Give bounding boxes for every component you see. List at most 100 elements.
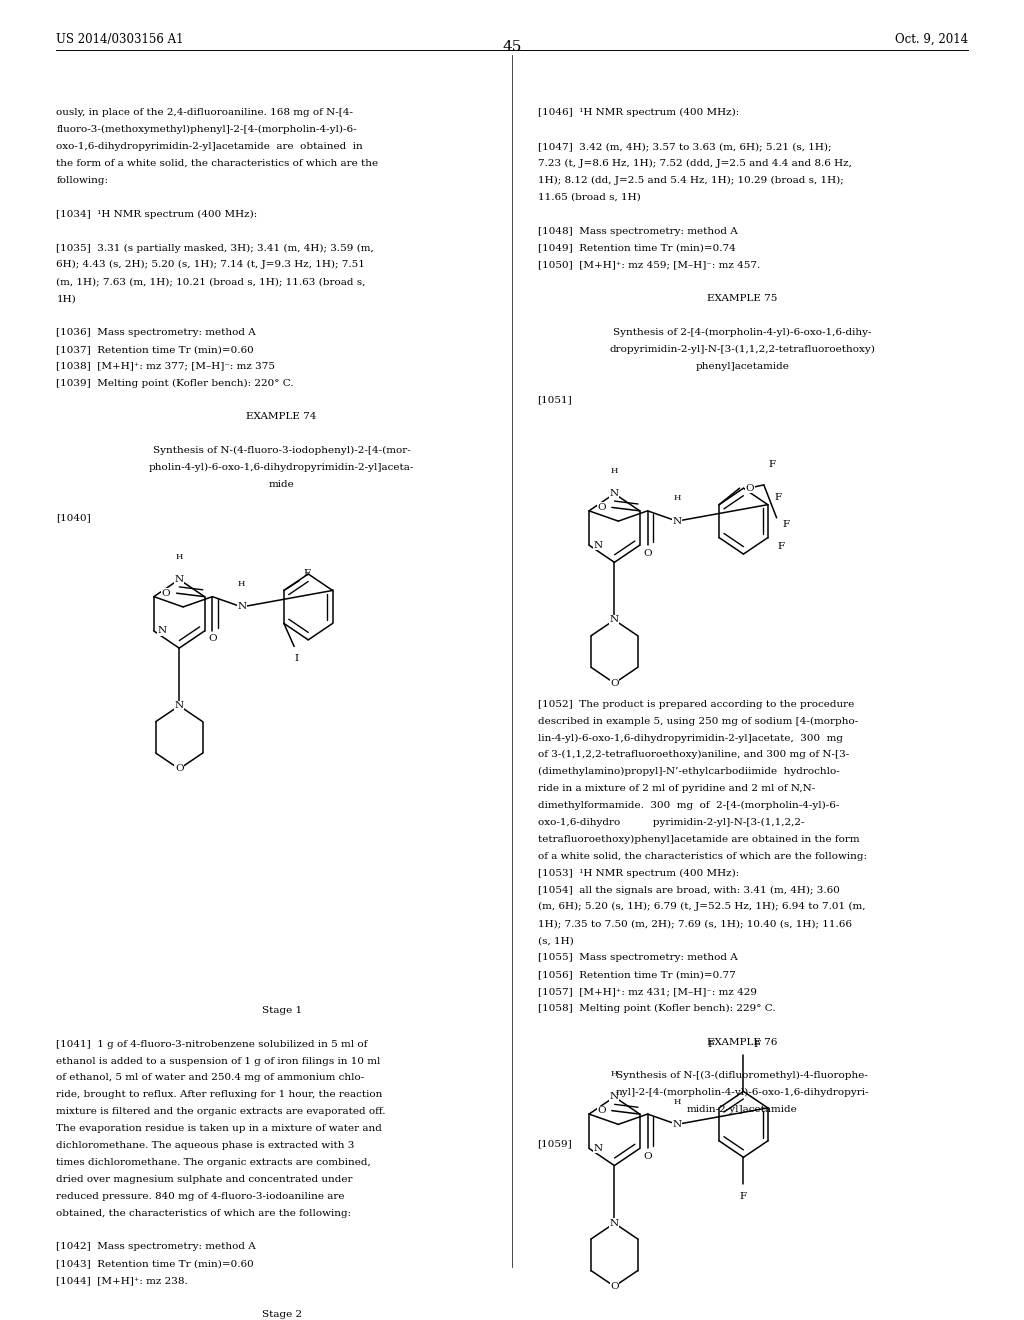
Text: Stage 2: Stage 2	[261, 1309, 302, 1319]
Text: O: O	[643, 549, 652, 557]
Text: midin-2-yl]acetamide: midin-2-yl]acetamide	[687, 1105, 798, 1114]
Text: Synthesis of N-[(3-(difluoromethyl)-4-fluorophe-: Synthesis of N-[(3-(difluoromethyl)-4-fl…	[616, 1072, 868, 1081]
Text: The evaporation residue is taken up in a mixture of water and: The evaporation residue is taken up in a…	[56, 1125, 382, 1133]
Text: of ethanol, 5 ml of water and 250.4 mg of ammonium chlo-: of ethanol, 5 ml of water and 250.4 mg o…	[56, 1073, 365, 1082]
Text: ethanol is added to a suspension of 1 g of iron filings in 10 ml: ethanol is added to a suspension of 1 g …	[56, 1056, 381, 1065]
Text: H: H	[610, 467, 618, 475]
Text: H: H	[175, 553, 183, 561]
Text: N: N	[610, 1093, 618, 1101]
Text: dried over magnesium sulphate and concentrated under: dried over magnesium sulphate and concen…	[56, 1175, 353, 1184]
Text: N: N	[238, 602, 246, 611]
Text: I: I	[294, 655, 298, 664]
Text: (dimethylamino)propyl]-N’-ethylcarbodiimide  hydrochlo-: (dimethylamino)propyl]-N’-ethylcarbodiim…	[538, 767, 840, 776]
Text: [1052]  The product is prepared according to the procedure: [1052] The product is prepared according…	[538, 700, 854, 709]
Text: phenyl]acetamide: phenyl]acetamide	[695, 362, 790, 371]
Text: N: N	[673, 516, 681, 525]
Text: [1048]  Mass spectrometry: method A: [1048] Mass spectrometry: method A	[538, 227, 737, 235]
Text: ride, brought to reflux. After refluxing for 1 hour, the reaction: ride, brought to reflux. After refluxing…	[56, 1090, 383, 1100]
Text: H: H	[610, 1071, 618, 1078]
Text: 1H); 7.35 to 7.50 (m, 2H); 7.69 (s, 1H); 10.40 (s, 1H); 11.66: 1H); 7.35 to 7.50 (m, 2H); 7.69 (s, 1H);…	[538, 919, 852, 928]
Text: ously, in place of the 2,4-difluoroaniline. 168 mg of N-[4-: ously, in place of the 2,4-difluoroanili…	[56, 108, 353, 117]
Text: Synthesis of 2-[4-(morpholin-4-yl)-6-oxo-1,6-dihy-: Synthesis of 2-[4-(morpholin-4-yl)-6-oxo…	[613, 327, 871, 337]
Text: F: F	[774, 492, 781, 502]
Text: tetrafluoroethoxy)phenyl]acetamide are obtained in the form: tetrafluoroethoxy)phenyl]acetamide are o…	[538, 834, 859, 843]
Text: [1059]: [1059]	[538, 1139, 572, 1148]
Text: the form of a white solid, the characteristics of which are the: the form of a white solid, the character…	[56, 158, 379, 168]
Text: mixture is filtered and the organic extracts are evaporated off.: mixture is filtered and the organic extr…	[56, 1107, 386, 1117]
Text: [1054]  all the signals are broad, with: 3.41 (m, 4H); 3.60: [1054] all the signals are broad, with: …	[538, 886, 840, 895]
Text: following:: following:	[56, 176, 109, 185]
Text: EXAMPLE 75: EXAMPLE 75	[708, 294, 777, 304]
Text: oxo-1,6-dihydropyrimidin-2-yl]acetamide  are  obtained  in: oxo-1,6-dihydropyrimidin-2-yl]acetamide …	[56, 143, 364, 150]
Text: pholin-4-yl)-6-oxo-1,6-dihydropyrimidin-2-yl]aceta-: pholin-4-yl)-6-oxo-1,6-dihydropyrimidin-…	[148, 463, 415, 473]
Text: H: H	[673, 1097, 681, 1106]
Text: dichloromethane. The aqueous phase is extracted with 3: dichloromethane. The aqueous phase is ex…	[56, 1140, 354, 1150]
Text: O: O	[597, 1106, 605, 1115]
Text: [1047]  3.42 (m, 4H); 3.57 to 3.63 (m, 6H); 5.21 (s, 1H);: [1047] 3.42 (m, 4H); 3.57 to 3.63 (m, 6H…	[538, 143, 831, 150]
Text: (m, 1H); 7.63 (m, 1H); 10.21 (broad s, 1H); 11.63 (broad s,: (m, 1H); 7.63 (m, 1H); 10.21 (broad s, 1…	[56, 277, 366, 286]
Text: 1H); 8.12 (dd, J=2.5 and 5.4 Hz, 1H); 10.29 (broad s, 1H);: 1H); 8.12 (dd, J=2.5 and 5.4 Hz, 1H); 10…	[538, 176, 844, 185]
Text: O: O	[745, 483, 755, 492]
Text: O: O	[175, 764, 183, 774]
Text: N: N	[593, 1144, 602, 1152]
Text: [1034]  ¹H NMR spectrum (400 MHz):: [1034] ¹H NMR spectrum (400 MHz):	[56, 210, 258, 219]
Text: described in example 5, using 250 mg of sodium [4-(morpho-: described in example 5, using 250 mg of …	[538, 717, 858, 726]
Text: O: O	[643, 1152, 652, 1160]
Text: ride in a mixture of 2 ml of pyridine and 2 ml of N,N-: ride in a mixture of 2 ml of pyridine an…	[538, 784, 815, 793]
Text: [1046]  ¹H NMR spectrum (400 MHz):: [1046] ¹H NMR spectrum (400 MHz):	[538, 108, 739, 117]
Text: 1H): 1H)	[56, 294, 76, 304]
Text: F: F	[708, 1040, 715, 1049]
Text: [1050]  [M+H]⁺: mz 459; [M–H]⁻: mz 457.: [1050] [M+H]⁺: mz 459; [M–H]⁻: mz 457.	[538, 260, 760, 269]
Text: EXAMPLE 74: EXAMPLE 74	[247, 412, 316, 421]
Text: H: H	[238, 579, 246, 589]
Text: [1041]  1 g of 4-fluoro-3-nitrobenzene solubilized in 5 ml of: [1041] 1 g of 4-fluoro-3-nitrobenzene so…	[56, 1040, 368, 1048]
Text: N: N	[593, 541, 602, 549]
Text: 11.65 (broad s, 1H): 11.65 (broad s, 1H)	[538, 193, 640, 202]
Text: (s, 1H): (s, 1H)	[538, 936, 573, 945]
Text: N: N	[175, 576, 183, 583]
Text: 45: 45	[503, 40, 521, 54]
Text: 7.23 (t, J=8.6 Hz, 1H); 7.52 (ddd, J=2.5 and 4.4 and 8.6 Hz,: 7.23 (t, J=8.6 Hz, 1H); 7.52 (ddd, J=2.5…	[538, 158, 852, 168]
Text: [1037]  Retention time Tr (min)=0.60: [1037] Retention time Tr (min)=0.60	[56, 345, 254, 354]
Text: dimethylformamide.  300  mg  of  2-[4-(morpholin-4-yl)-6-: dimethylformamide. 300 mg of 2-[4-(morph…	[538, 801, 839, 810]
Text: N: N	[158, 627, 167, 635]
Text: mide: mide	[268, 480, 295, 488]
Text: oxo-1,6-dihydro          pyrimidin-2-yl]-N-[3-(1,1,2,2-: oxo-1,6-dihydro pyrimidin-2-yl]-N-[3-(1,…	[538, 818, 804, 828]
Text: 6H); 4.43 (s, 2H); 5.20 (s, 1H); 7.14 (t, J=9.3 Hz, 1H); 7.51: 6H); 4.43 (s, 2H); 5.20 (s, 1H); 7.14 (t…	[56, 260, 366, 269]
Text: O: O	[610, 1282, 618, 1291]
Text: N: N	[673, 1119, 681, 1129]
Text: [1038]  [M+H]⁺: mz 377; [M–H]⁻: mz 375: [1038] [M+H]⁺: mz 377; [M–H]⁻: mz 375	[56, 362, 275, 371]
Text: US 2014/0303156 A1: US 2014/0303156 A1	[56, 33, 184, 46]
Text: F: F	[754, 1040, 761, 1049]
Text: [1035]  3.31 (s partially masked, 3H); 3.41 (m, 4H); 3.59 (m,: [1035] 3.31 (s partially masked, 3H); 3.…	[56, 243, 374, 252]
Text: Synthesis of N-(4-fluoro-3-iodophenyl)-2-[4-(mor-: Synthesis of N-(4-fluoro-3-iodophenyl)-2…	[153, 446, 411, 455]
Text: N: N	[610, 490, 618, 498]
Text: times dichloromethane. The organic extracts are combined,: times dichloromethane. The organic extra…	[56, 1158, 371, 1167]
Text: of a white solid, the characteristics of which are the following:: of a white solid, the characteristics of…	[538, 851, 866, 861]
Text: [1049]  Retention time Tr (min)=0.74: [1049] Retention time Tr (min)=0.74	[538, 243, 735, 252]
Text: fluoro-3-(methoxymethyl)phenyl]-2-[4-(morpholin-4-yl)-6-: fluoro-3-(methoxymethyl)phenyl]-2-[4-(mo…	[56, 125, 357, 135]
Text: EXAMPLE 76: EXAMPLE 76	[708, 1038, 777, 1047]
Text: nyl]-2-[4-(morpholin-4-yl)-6-oxo-1,6-dihydropyri-: nyl]-2-[4-(morpholin-4-yl)-6-oxo-1,6-dih…	[615, 1088, 869, 1097]
Text: O: O	[610, 678, 618, 688]
Text: O: O	[208, 635, 217, 643]
Text: [1044]  [M+H]⁺: mz 238.: [1044] [M+H]⁺: mz 238.	[56, 1276, 188, 1286]
Text: (m, 6H); 5.20 (s, 1H); 6.79 (t, J=52.5 Hz, 1H); 6.94 to 7.01 (m,: (m, 6H); 5.20 (s, 1H); 6.79 (t, J=52.5 H…	[538, 903, 865, 912]
Text: [1051]: [1051]	[538, 396, 572, 404]
Text: O: O	[597, 503, 605, 512]
Text: N: N	[610, 615, 618, 624]
Text: [1036]  Mass spectrometry: method A: [1036] Mass spectrometry: method A	[56, 327, 256, 337]
Text: dropyrimidin-2-yl]-N-[3-(1,1,2,2-tetrafluoroethoxy): dropyrimidin-2-yl]-N-[3-(1,1,2,2-tetrafl…	[609, 345, 876, 354]
Text: Oct. 9, 2014: Oct. 9, 2014	[895, 33, 968, 46]
Text: [1053]  ¹H NMR spectrum (400 MHz):: [1053] ¹H NMR spectrum (400 MHz):	[538, 869, 739, 878]
Text: O: O	[162, 589, 170, 598]
Text: [1040]: [1040]	[56, 513, 91, 523]
Text: reduced pressure. 840 mg of 4-fluoro-3-iodoaniline are: reduced pressure. 840 mg of 4-fluoro-3-i…	[56, 1192, 345, 1201]
Text: obtained, the characteristics of which are the following:: obtained, the characteristics of which a…	[56, 1209, 351, 1217]
Text: N: N	[175, 701, 183, 710]
Text: [1055]  Mass spectrometry: method A: [1055] Mass spectrometry: method A	[538, 953, 737, 962]
Text: F: F	[769, 461, 776, 469]
Text: [1039]  Melting point (Kofler bench): 220° C.: [1039] Melting point (Kofler bench): 220…	[56, 379, 294, 388]
Text: [1056]  Retention time Tr (min)=0.77: [1056] Retention time Tr (min)=0.77	[538, 970, 735, 979]
Text: of 3-(1,1,2,2-tetrafluoroethoxy)aniline, and 300 mg of N-[3-: of 3-(1,1,2,2-tetrafluoroethoxy)aniline,…	[538, 750, 849, 759]
